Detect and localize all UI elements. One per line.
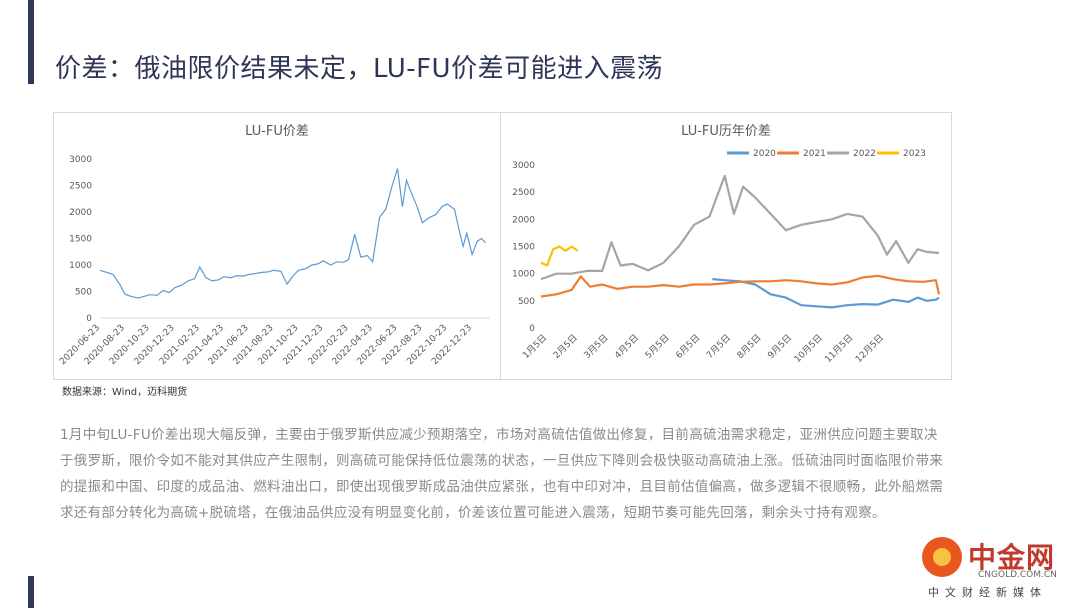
- watermark: 中金网 CNGOLD.COM.CN 中文财经新媒体: [920, 532, 1070, 602]
- x-tick-label: 2月5日: [551, 332, 580, 361]
- x-tick-label: 6月5日: [674, 332, 703, 361]
- y-tick-label: 500: [75, 288, 92, 298]
- watermark-logo-icon: [922, 537, 962, 577]
- legend-label: 2021: [803, 149, 826, 159]
- y-tick-label: 2000: [512, 215, 535, 225]
- series-line-2020: [712, 278, 940, 309]
- series-line-lu-fu: [99, 168, 486, 299]
- y-tick-label: 500: [518, 297, 535, 307]
- chart-lu-fu-spread: LU-FU价差0500100015002000250030002020-06-2…: [58, 124, 490, 367]
- y-tick-label: 2500: [512, 188, 535, 198]
- x-tick-label: 12月5日: [853, 332, 886, 365]
- chart-lu-fu-yearly: LU-FU历年价差 2020 2021 2022 2023 0 500 1000 1500 200…: [512, 124, 941, 365]
- y-tick-label: 3000: [69, 155, 92, 165]
- legend-label: 2023: [903, 149, 926, 159]
- chart-title: LU-FU历年价差: [681, 124, 771, 139]
- x-tick-label: 10月5日: [792, 332, 825, 365]
- x-tick-label: 9月5日: [766, 332, 795, 361]
- chart-panel-lu-fu-yearly: LU-FU历年价差 2020 2021 2022 2023 0 500 1000 1500 200…: [500, 112, 952, 380]
- y-tick-label: 1000: [512, 270, 535, 280]
- x-tick-label: 4月5日: [612, 332, 641, 361]
- x-tick-label: 1月5日: [521, 332, 550, 361]
- footer-accent-bar: [28, 576, 34, 608]
- y-tick-label: 3000: [512, 161, 535, 171]
- data-source: 数据来源：Wind，迈科期货: [62, 387, 188, 398]
- series-line-2022: [540, 174, 940, 281]
- series-line-2021: [540, 274, 941, 298]
- analysis-paragraph: 1月中旬LU-FU价差出现大幅反弹，主要由于俄罗斯供应减少预期落空，市场对高硫估…: [60, 427, 944, 521]
- series-line-2023: [540, 245, 579, 267]
- y-tick-label: 0: [86, 314, 92, 324]
- y-tick-label: 0: [529, 324, 535, 334]
- y-tick-label: 2500: [69, 182, 92, 192]
- x-tick-label: 5月5日: [643, 332, 672, 361]
- y-tick-label: 1500: [512, 243, 535, 253]
- chart-title: LU-FU价差: [245, 124, 309, 139]
- watermark-media: 中文财经新媒体: [928, 586, 1047, 599]
- chart-panel-lu-fu-spread: LU-FU价差 0 500 1000 1500 2000 2500 3000 2020-06-2…: [53, 112, 501, 380]
- x-tick-label: 7月5日: [704, 332, 733, 361]
- watermark-url: CNGOLD.COM.CN: [978, 570, 1057, 580]
- x-tick-label: 8月5日: [735, 332, 764, 361]
- x-tick-label: 3月5日: [582, 332, 611, 361]
- slide-title: 价差：俄油限价结果未定，LU-FU价差可能进入震荡: [55, 54, 664, 84]
- y-tick-label: 1500: [69, 235, 92, 245]
- watermark-name: 中金网: [968, 541, 1056, 574]
- title-accent-bar: [28, 0, 34, 84]
- legend-label: 2022: [853, 149, 876, 159]
- y-tick-label: 1000: [69, 261, 92, 271]
- y-tick-label: 2000: [69, 208, 92, 218]
- x-tick-label: 11月5日: [823, 332, 856, 365]
- legend-label: 2020: [753, 149, 776, 159]
